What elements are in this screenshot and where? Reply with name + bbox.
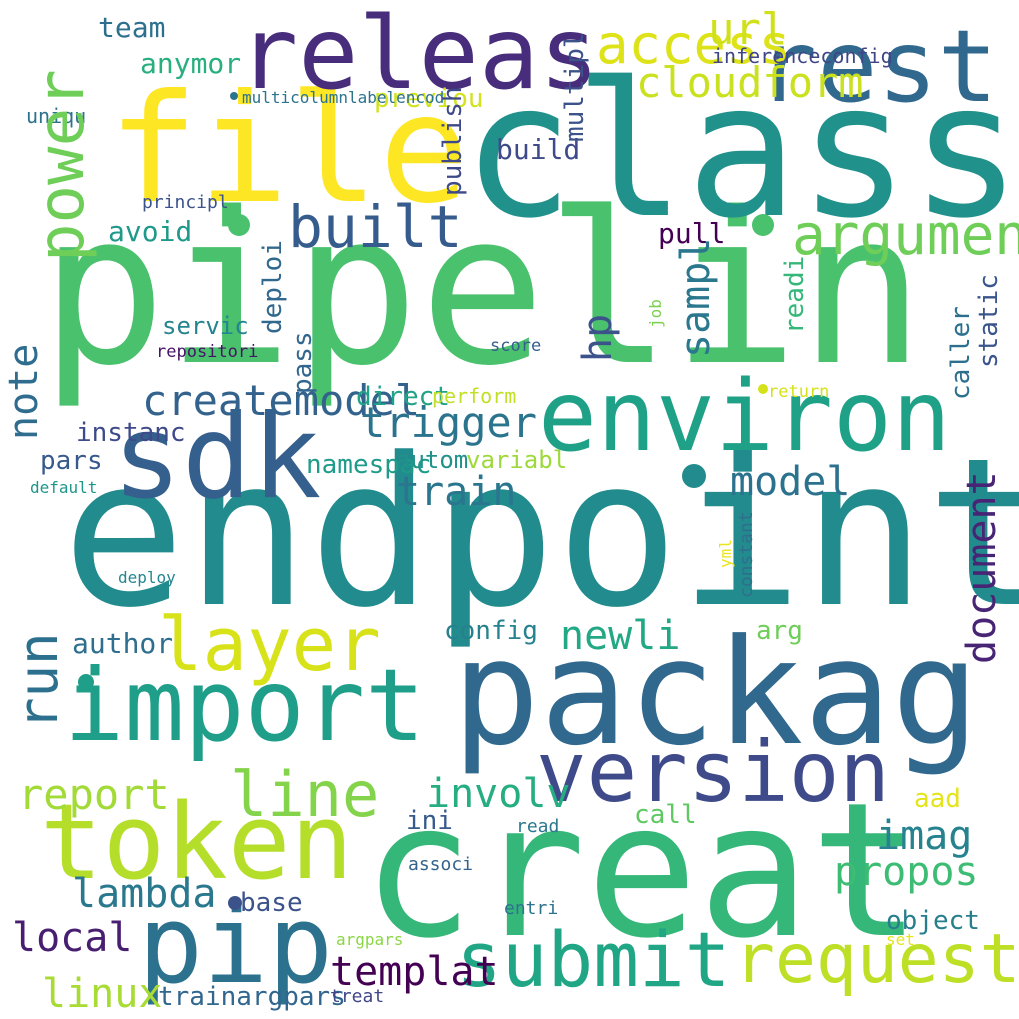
word-score: argpars — [336, 930, 404, 949]
word-static: constant — [736, 511, 757, 598]
word-request: request — [734, 920, 1019, 999]
word-lambda: report — [18, 770, 170, 819]
word-endpoint: endpoint — [62, 415, 1019, 653]
word-sampl: repositori — [156, 342, 259, 362]
word-autom: anymor — [140, 47, 242, 80]
word-multicolumnlabelencod: perform — [432, 384, 517, 408]
word-report: model — [730, 459, 851, 505]
word-environ: environ — [538, 360, 952, 474]
dot-decoration — [752, 214, 774, 236]
word-local: imag — [876, 813, 973, 859]
word-argpars: call — [634, 800, 697, 830]
word-deploy: entri — [504, 898, 559, 919]
word-packag: packag — [452, 608, 980, 778]
word-class: class — [462, 42, 1019, 259]
word-deploi: default — [30, 478, 98, 497]
word-access: argument — [792, 203, 1019, 268]
word-call: pars — [40, 446, 103, 476]
word-inferenceconfig: return — [768, 382, 830, 402]
word-layer: layer — [158, 602, 381, 688]
dot-decoration — [228, 214, 250, 236]
word-pull: sampl — [673, 237, 719, 358]
word-trigger: run — [7, 632, 70, 730]
word-uniqu: associ — [408, 854, 474, 875]
word-servic: trainargpars — [158, 982, 346, 1012]
word-pars: publish — [438, 86, 468, 196]
word-principl: caller — [946, 306, 976, 400]
dot-decoration — [230, 92, 238, 100]
dot-decoration — [682, 464, 706, 488]
word-linux: local — [12, 915, 133, 961]
word-anymor: note — [1, 343, 47, 440]
word-releas: releas — [238, 0, 600, 112]
word-document: pass — [288, 331, 318, 394]
word-instanc: multipl — [560, 32, 590, 142]
word-model: trigger — [360, 398, 538, 447]
word-power: static — [974, 274, 1004, 368]
word-involv: newli — [560, 613, 681, 659]
dot-decoration — [228, 896, 242, 910]
word-token: token — [40, 781, 354, 903]
word-file: file — [108, 63, 470, 237]
word-variabl: previou — [374, 84, 484, 114]
word-trainargpars: arg — [756, 616, 803, 646]
word-previou: document — [959, 471, 1005, 664]
word-version: version — [536, 723, 891, 821]
word-avoid: hp — [575, 313, 621, 362]
word-team: linux — [42, 971, 163, 1017]
word-rest: rest — [757, 8, 998, 125]
word-import: import — [64, 647, 426, 764]
word-yml: inferenceconfig — [712, 44, 893, 68]
word-arg: pull — [658, 217, 726, 250]
word-direct: build — [496, 133, 581, 166]
dot-decoration — [78, 674, 94, 690]
word-read: autom — [396, 446, 469, 474]
word-set: ini — [406, 806, 453, 836]
word-base: variabl — [466, 446, 568, 474]
word-caller: yml — [716, 539, 735, 568]
word-default: set — [886, 930, 915, 949]
word-object: config — [444, 616, 538, 646]
word-perform: base — [240, 888, 303, 918]
word-pass: uniqu — [26, 104, 87, 128]
word-readi: deploy — [118, 568, 176, 587]
word-createmodel: train — [396, 469, 517, 515]
word-entri: aad — [914, 784, 961, 814]
word-newli: createmodel — [142, 376, 421, 425]
word-imag: involv — [426, 771, 571, 817]
word-publish: job — [646, 299, 665, 328]
word-sdk: sdk — [112, 390, 322, 525]
word-train: line — [230, 758, 380, 831]
word-aad: direct — [356, 382, 450, 412]
word-cloudform: url — [708, 4, 788, 55]
word-namespac: team — [98, 11, 166, 44]
word-creat: creat — [362, 762, 922, 979]
word-job: multicolumnlabelencod — [242, 88, 445, 107]
dot-decoration — [758, 384, 768, 394]
word-templat: propos — [834, 849, 979, 895]
word-built: power — [25, 69, 99, 262]
word-repositori: treat — [330, 986, 385, 1007]
word-config: avoid — [108, 215, 193, 248]
word-hp: servic — [162, 312, 249, 340]
word-multipl: score — [490, 336, 542, 356]
word-build: templat — [330, 949, 499, 995]
word-line: cloudform — [636, 58, 864, 107]
word-url: access — [596, 13, 792, 76]
word-return: object — [886, 906, 980, 936]
word-author: instanc — [76, 418, 186, 448]
word-associ: read — [516, 816, 560, 837]
word-pipelin: pipelin — [40, 167, 926, 412]
word-run: readi — [780, 255, 810, 334]
word-argument: built — [288, 193, 463, 261]
word-submit: submit — [456, 915, 731, 1004]
word-propos: lambda — [72, 871, 217, 917]
word-ini: namespac — [306, 450, 432, 480]
word-treat: author — [72, 627, 174, 660]
word-constant: principl — [142, 192, 229, 213]
word-note: deploi — [258, 240, 288, 334]
